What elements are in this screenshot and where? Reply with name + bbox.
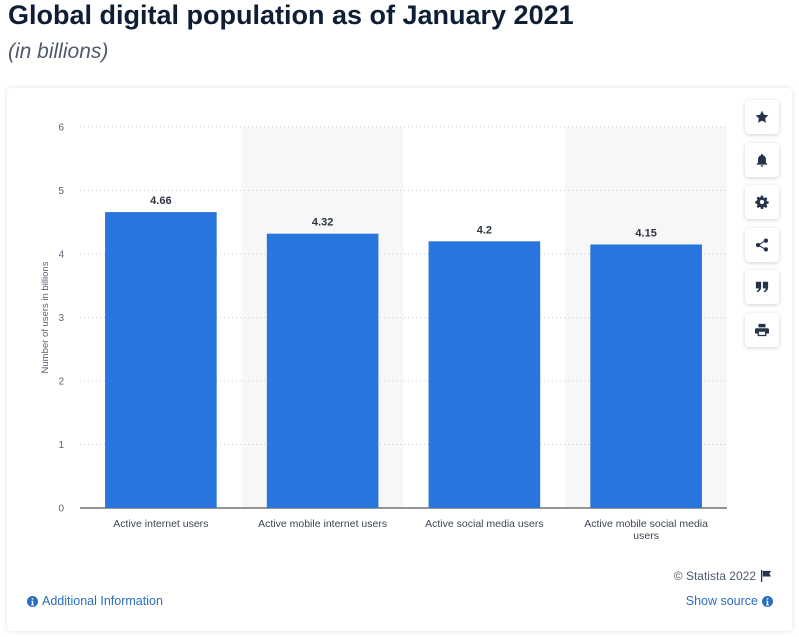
info-icon xyxy=(27,595,38,607)
bar xyxy=(590,244,702,508)
y-tick-label: 1 xyxy=(58,440,64,451)
x-tick-label: Active mobile social media users xyxy=(584,518,708,542)
y-tick-label: 0 xyxy=(58,504,64,515)
show-source-link[interactable]: Show source xyxy=(686,594,773,608)
show-source-label: Show source xyxy=(685,594,758,608)
page-subtitle: (in billions) xyxy=(8,40,109,63)
star-icon xyxy=(755,110,769,123)
x-tick-label: Active mobile internet users xyxy=(258,518,387,530)
info-icon xyxy=(762,595,773,607)
data-label: 4.32 xyxy=(312,217,333,229)
notification-button[interactable] xyxy=(745,142,779,177)
additional-information-label: Additional Information xyxy=(42,594,163,608)
copyright-notice: © Statista 2022 xyxy=(674,569,773,583)
page-title: Global digital population as of January … xyxy=(8,0,574,30)
x-tick-label: Active social media users xyxy=(425,518,543,530)
bell-icon xyxy=(756,153,768,167)
y-tick-label: 5 xyxy=(58,186,64,197)
chart-toolbar xyxy=(745,100,779,355)
bar xyxy=(428,241,541,509)
y-axis-label: Number of users in billions xyxy=(40,261,51,373)
bar xyxy=(105,212,217,508)
quote-icon xyxy=(755,281,769,293)
bar xyxy=(266,233,379,508)
data-label: 4.2 xyxy=(477,224,492,236)
share-button[interactable] xyxy=(745,227,779,262)
share-icon xyxy=(755,237,769,252)
settings-button[interactable] xyxy=(745,185,779,219)
chart-card: 0 1 2 3 4 5 6 Number of users in billions 4.66 Ac… xyxy=(7,88,792,631)
print-button[interactable] xyxy=(745,312,779,347)
gear-icon xyxy=(755,195,769,209)
y-tick-label: 4 xyxy=(58,250,64,261)
favorite-button[interactable] xyxy=(745,100,779,134)
y-tick-label: 3 xyxy=(58,313,64,324)
flag-icon xyxy=(760,570,772,582)
bar-chart: 0 1 2 3 4 5 6 Number of users in billions 4.66 Ac… xyxy=(40,123,727,542)
copyright-text: © Statista 2022 xyxy=(673,569,756,583)
data-label: 4.15 xyxy=(635,227,656,239)
cite-button[interactable] xyxy=(745,270,779,304)
data-label: 4.66 xyxy=(150,195,171,207)
x-tick-label: Active internet users xyxy=(113,518,208,530)
print-icon xyxy=(755,323,769,336)
y-tick-label: 2 xyxy=(58,377,64,388)
y-tick-label: 6 xyxy=(58,123,64,134)
additional-information-link[interactable]: Additional Information xyxy=(27,594,163,608)
